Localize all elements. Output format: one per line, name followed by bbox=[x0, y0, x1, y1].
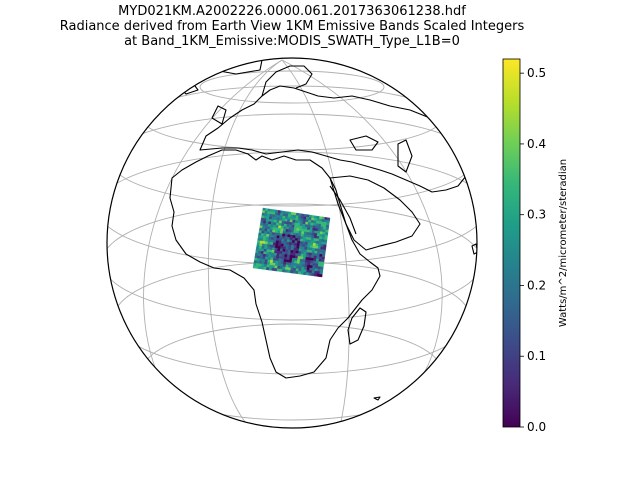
colorbar-label: Watts/m^2/micrometer/steradian bbox=[558, 159, 569, 327]
swath-pixel bbox=[297, 271, 302, 275]
map-title: MYD021KM.A2002226.0000.061.2017363061238… bbox=[0, 4, 584, 49]
colorbar-tick-label: 0.1 bbox=[527, 349, 546, 363]
globe bbox=[106, 57, 478, 429]
caspian-sea bbox=[397, 139, 413, 173]
globe-outline bbox=[106, 57, 478, 429]
colorbar-tick-label: 0.3 bbox=[527, 208, 546, 222]
colorbar-tick-label: 0.2 bbox=[527, 278, 546, 292]
swath-pixel bbox=[292, 270, 297, 274]
swath-pixel bbox=[308, 272, 312, 276]
small-island bbox=[373, 396, 381, 401]
greenland-edge bbox=[209, 58, 263, 75]
colorbar-tick-label: 0.5 bbox=[527, 66, 546, 80]
africa-coastline bbox=[169, 149, 381, 379]
title-line-description: Radiance derived from Earth View 1KM Emi… bbox=[59, 19, 525, 34]
swath-pixel bbox=[303, 271, 307, 276]
madagascar-coastline bbox=[347, 307, 367, 345]
swath-pixel bbox=[287, 269, 291, 274]
red-sea bbox=[329, 185, 357, 235]
title-line-dataset: at Band_1KM_Emissive:MODIS_SWATH_Type_L1… bbox=[124, 34, 460, 49]
colorbar-tick-label: 0.4 bbox=[527, 137, 546, 151]
sri-lanka bbox=[471, 243, 477, 255]
colorbar: 0.0 0.1 0.2 0.3 0.4 0.5 Watts/m^2/micrometer/… bbox=[502, 58, 569, 434]
scandinavia-coastline bbox=[261, 65, 313, 97]
british-isles bbox=[211, 105, 227, 125]
arabia-coastline bbox=[329, 175, 421, 251]
colorbar-gradient bbox=[502, 58, 521, 428]
colorbar-ticks: 0.0 0.1 0.2 0.3 0.4 0.5 bbox=[520, 66, 546, 434]
colorbar-tick-label: 0.0 bbox=[527, 420, 546, 434]
black-sea bbox=[349, 135, 379, 151]
swath-pixel bbox=[319, 273, 323, 278]
radiance-swath bbox=[252, 207, 331, 278]
iceland bbox=[177, 81, 199, 95]
title-line-filename: MYD021KM.A2002226.0000.061.2017363061238… bbox=[118, 4, 466, 19]
